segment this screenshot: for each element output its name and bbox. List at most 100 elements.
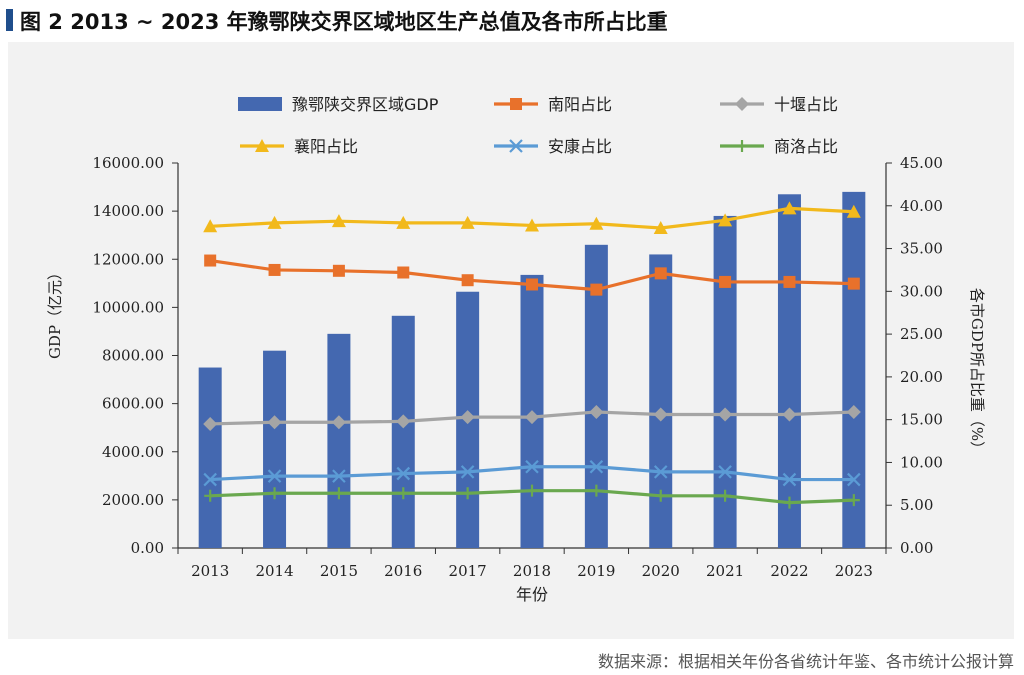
point-series-2 (203, 219, 218, 233)
point-series-4 (783, 496, 796, 509)
y-axis-title: GDP（亿元） (46, 265, 64, 359)
source-note: 数据来源：根据相关年份各省统计年鉴、各市统计公报计算 (597, 652, 1014, 671)
chart-panel: 0.00 2000.00 4000.00 6000.00 8000.00 10000.00… (8, 42, 1014, 639)
y2-tick-label: 0.00 (900, 539, 933, 557)
combo-chart: 0.00 2000.00 4000.00 6000.00 8000.00 10000.00… (46, 95, 986, 604)
bar-gdp (777, 194, 801, 548)
title-bar: 图 2 2013 ~ 2023 年豫鄂陕交界区域地区生产总值及各市所占比重 (0, 0, 1024, 36)
legend-label-1: 十堰占比 (774, 95, 838, 114)
legend-marker-2 (255, 139, 269, 152)
point-series-4 (397, 487, 410, 500)
title-accent-mark (6, 9, 13, 31)
point-series-0 (268, 263, 281, 276)
point-series-1 (718, 407, 733, 422)
point-series-2 (718, 213, 733, 227)
lines-group (203, 201, 861, 509)
point-series-0 (461, 274, 474, 287)
bar-gdp (391, 315, 415, 548)
point-series-0 (719, 275, 732, 288)
point-series-3 (525, 459, 539, 474)
y2-tick-label: 15.00 (900, 411, 943, 429)
x-tick-label: 2014 (255, 562, 293, 580)
point-series-2 (396, 215, 411, 229)
axes-group: 0.00 2000.00 4000.00 6000.00 8000.00 10000.00… (92, 154, 943, 580)
point-series-1 (396, 414, 411, 429)
point-series-4 (332, 487, 345, 500)
point-series-0 (397, 266, 410, 279)
y-tick-label: 16000.00 (92, 154, 164, 172)
point-series-3 (203, 472, 217, 487)
y-tick-label: 12000.00 (92, 250, 164, 268)
y2-tick-label: 25.00 (900, 325, 943, 343)
point-series-4 (654, 489, 667, 502)
point-series-1 (589, 404, 604, 419)
x-tick-label: 2021 (706, 562, 744, 580)
point-series-0 (783, 275, 796, 288)
point-series-1 (203, 416, 218, 431)
y2-tick-label: 45.00 (900, 154, 943, 172)
legend-marker-3 (509, 139, 523, 153)
point-series-1 (525, 410, 539, 425)
y-tick-label: 4000.00 (102, 443, 164, 461)
legend-marker-0 (510, 98, 522, 110)
point-series-4 (204, 489, 217, 502)
chart-title: 图 2 2013 ~ 2023 年豫鄂陕交界区域地区生产总值及各市所占比重 (20, 10, 668, 34)
point-series-0 (526, 278, 538, 291)
y-tick-label: 10000.00 (92, 298, 164, 316)
y2-tick-label: 5.00 (900, 496, 933, 514)
point-series-1 (782, 407, 797, 422)
point-series-2 (525, 218, 539, 232)
point-series-1 (331, 415, 346, 430)
point-series-0 (847, 277, 860, 290)
point-series-3 (267, 469, 282, 483)
bar-gdp (327, 333, 351, 548)
legend-label-2: 襄阳占比 (294, 137, 358, 156)
y2-tick-label: 10.00 (900, 453, 943, 471)
point-series-4 (268, 487, 281, 500)
point-series-0 (204, 254, 217, 267)
legend-marker-1 (735, 97, 749, 111)
point-series-1 (846, 404, 861, 419)
point-series-3 (460, 465, 475, 479)
x-tick-label: 2017 (449, 562, 487, 580)
y-tick-label: 8000.00 (102, 347, 164, 365)
point-series-4 (461, 487, 474, 500)
y-tick-label: 6000.00 (102, 395, 164, 413)
point-series-1 (460, 410, 475, 425)
y-tick-label: 0.00 (131, 539, 164, 557)
point-series-3 (396, 466, 411, 481)
point-series-2 (782, 201, 797, 215)
legend-label-0: 南阳占比 (548, 95, 612, 114)
point-series-4 (526, 484, 538, 497)
bar-gdp (649, 254, 673, 548)
bar-gdp (198, 367, 222, 548)
legend-label-3: 安康占比 (548, 137, 612, 156)
legend-label-4: 商洛占比 (774, 137, 838, 156)
point-series-3 (782, 472, 797, 487)
y2-tick-label: 30.00 (900, 282, 943, 300)
point-series-1 (653, 407, 668, 422)
x-axis-title: 年份 (516, 585, 548, 604)
legend-swatch-gdp (238, 97, 282, 111)
point-series-4 (719, 489, 732, 502)
point-series-2 (846, 204, 861, 218)
point-series-4 (847, 494, 860, 507)
point-series-3 (332, 469, 346, 483)
x-tick-label: 2015 (320, 562, 358, 580)
y2-tick-label: 40.00 (900, 197, 943, 215)
legend-marker-4 (736, 140, 748, 152)
bar-gdp (263, 350, 287, 548)
point-series-2 (589, 216, 604, 230)
x-tick-label: 2016 (384, 562, 422, 580)
bar-gdp (713, 215, 737, 548)
point-series-3 (589, 459, 604, 474)
point-series-3 (847, 472, 861, 487)
y-tick-label: 14000.00 (92, 202, 164, 220)
x-tick-label: 2023 (835, 562, 873, 580)
x-tick-label: 2018 (513, 562, 551, 580)
point-series-2 (653, 221, 668, 235)
y-tick-label: 2000.00 (102, 491, 164, 509)
legend-label-gdp: 豫鄂陕交界区域GDP (292, 95, 439, 114)
x-tick-label: 2020 (642, 562, 680, 580)
